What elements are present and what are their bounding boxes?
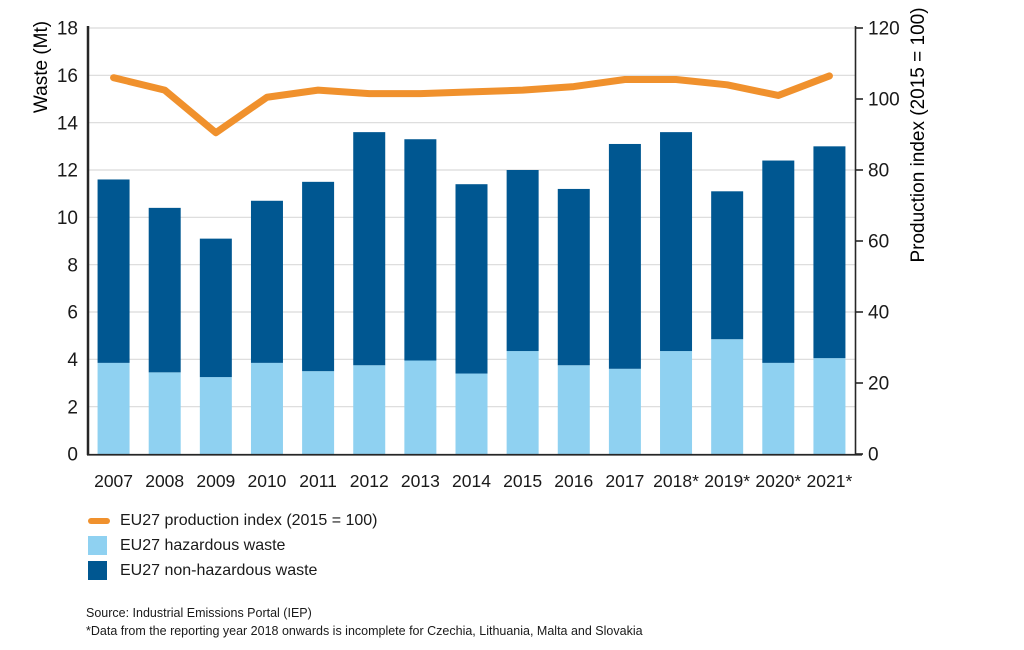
bar-segment-non-hazardous — [557, 188, 590, 366]
bar-segment-non-hazardous — [608, 143, 641, 369]
legend-item-non-hazardous-waste: EU27 non-hazardous waste — [88, 558, 378, 583]
bar-segment-hazardous — [404, 360, 437, 454]
x-tick-label: 2011 — [299, 471, 337, 491]
y-left-tick-label: 8 — [67, 255, 78, 276]
legend-swatch-2 — [88, 561, 107, 580]
bar-segment-non-hazardous — [250, 200, 283, 363]
bar-segment-non-hazardous — [813, 146, 846, 359]
bar-segment-hazardous — [250, 362, 283, 454]
legend-label: EU27 hazardous waste — [120, 536, 286, 554]
x-tick-label: 2012 — [350, 471, 389, 491]
x-tick-label: 2015 — [503, 471, 542, 491]
y-left-tick-label: 14 — [57, 113, 79, 134]
y-axis-title-right: Production index (2015 = 100) — [908, 7, 929, 263]
legend-label: EU27 production index (2015 = 100) — [120, 511, 378, 529]
y-left-tick-label: 18 — [57, 19, 78, 40]
x-tick-label: 2016 — [554, 471, 593, 491]
legend-item-production-index: EU27 production index (2015 = 100) — [88, 508, 378, 533]
y-right-tick-label: 60 — [868, 232, 889, 253]
chart-legend: EU27 production index (2015 = 100) EU27 … — [88, 508, 378, 583]
x-tick-label: 2020* — [755, 471, 801, 491]
bar-segment-non-hazardous — [148, 207, 181, 373]
bar-segment-hazardous — [762, 362, 795, 454]
bar-segment-hazardous — [455, 373, 488, 454]
y-left-tick-label: 16 — [57, 66, 78, 87]
y-left-tick-label: 2 — [67, 397, 78, 418]
bar-segment-hazardous — [148, 372, 181, 454]
legend-item-hazardous-waste: EU27 hazardous waste — [88, 533, 378, 558]
bar-segment-non-hazardous — [97, 179, 130, 363]
bar-segment-hazardous — [353, 365, 386, 454]
bar-segment-hazardous — [557, 365, 590, 454]
y-axis-title-left: Waste (Mt) — [31, 20, 52, 114]
chart-footer: Source: Industrial Emissions Portal (IEP… — [86, 604, 643, 640]
y-right-tick-label: 80 — [868, 161, 889, 182]
y-right-tick-label: 100 — [868, 90, 900, 111]
legend-label: EU27 non-hazardous waste — [120, 561, 318, 579]
bar-segment-non-hazardous — [455, 184, 488, 374]
legend-swatch-0 — [88, 517, 110, 524]
bar-segment-hazardous — [711, 339, 744, 454]
bar-segment-non-hazardous — [711, 191, 744, 340]
y-right-tick-label: 40 — [868, 303, 889, 324]
y-right-tick-label: 0 — [868, 445, 879, 466]
bar-segment-hazardous — [199, 377, 232, 454]
x-tick-label: 2021* — [807, 471, 853, 491]
bar-segment-hazardous — [813, 358, 846, 454]
bar-segment-non-hazardous — [302, 181, 335, 372]
y-left-tick-label: 6 — [67, 303, 78, 324]
y-left-tick-label: 0 — [67, 445, 78, 466]
y-left-tick-label: 12 — [57, 161, 78, 182]
bar-segment-non-hazardous — [353, 132, 386, 366]
y-right-tick-label: 20 — [868, 374, 889, 395]
y-right-tick-label: 120 — [868, 19, 900, 40]
x-tick-label: 2014 — [452, 471, 491, 491]
x-tick-label: 2010 — [247, 471, 286, 491]
bar-segment-hazardous — [608, 368, 641, 454]
x-tick-label: 2017 — [605, 471, 644, 491]
asterisk-note: *Data from the reporting year 2018 onwar… — [86, 624, 643, 639]
bar-segment-non-hazardous — [199, 238, 232, 378]
bar-segment-non-hazardous — [404, 139, 437, 361]
source-note: Source: Industrial Emissions Portal (IEP… — [86, 606, 312, 620]
bar-segment-hazardous — [302, 371, 335, 454]
y-left-tick-label: 4 — [67, 350, 78, 371]
x-tick-label: 2008 — [145, 471, 184, 491]
bar-segment-non-hazardous — [506, 170, 539, 352]
x-tick-label: 2007 — [94, 471, 133, 491]
production-index-line — [110, 72, 833, 137]
bar-segment-non-hazardous — [762, 160, 795, 363]
x-tick-label: 2009 — [196, 471, 235, 491]
legend-swatch-1 — [88, 536, 107, 555]
x-tick-label: 2013 — [401, 471, 440, 491]
bar-segment-hazardous — [97, 362, 130, 454]
x-tick-label: 2018* — [653, 471, 699, 491]
y-left-tick-label: 10 — [57, 208, 78, 229]
bar-segment-non-hazardous — [660, 132, 693, 352]
bar-segment-hazardous — [660, 351, 693, 454]
x-tick-label: 2019* — [704, 471, 750, 491]
bar-segment-hazardous — [506, 351, 539, 454]
